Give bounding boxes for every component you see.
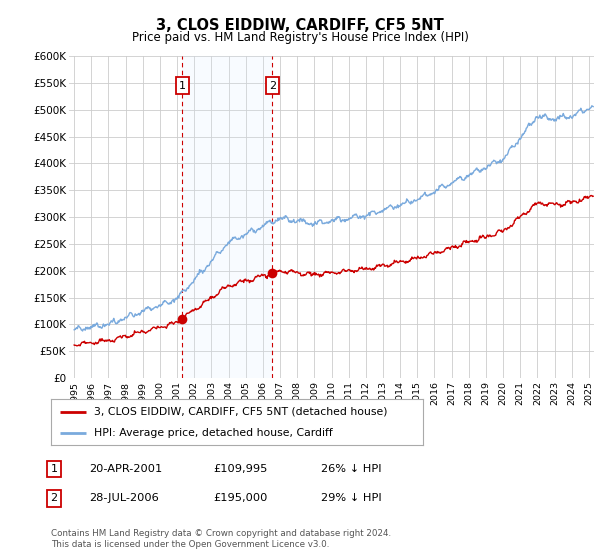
Text: 1: 1 — [50, 464, 58, 474]
Text: 3, CLOS EIDDIW, CARDIFF, CF5 5NT (detached house): 3, CLOS EIDDIW, CARDIFF, CF5 5NT (detach… — [94, 407, 387, 417]
Text: 2: 2 — [269, 81, 276, 91]
Text: HPI: Average price, detached house, Cardiff: HPI: Average price, detached house, Card… — [94, 428, 332, 438]
Text: 29% ↓ HPI: 29% ↓ HPI — [321, 493, 382, 503]
Text: 1: 1 — [179, 81, 186, 91]
Text: £195,000: £195,000 — [213, 493, 268, 503]
Text: Contains HM Land Registry data © Crown copyright and database right 2024.
This d: Contains HM Land Registry data © Crown c… — [51, 529, 391, 549]
Text: 2: 2 — [50, 493, 58, 503]
Text: 20-APR-2001: 20-APR-2001 — [89, 464, 162, 474]
Text: 28-JUL-2006: 28-JUL-2006 — [89, 493, 158, 503]
Text: £109,995: £109,995 — [213, 464, 268, 474]
Text: 3, CLOS EIDDIW, CARDIFF, CF5 5NT: 3, CLOS EIDDIW, CARDIFF, CF5 5NT — [156, 18, 444, 33]
Text: Price paid vs. HM Land Registry's House Price Index (HPI): Price paid vs. HM Land Registry's House … — [131, 31, 469, 44]
Bar — [182, 56, 272, 378]
Text: 26% ↓ HPI: 26% ↓ HPI — [321, 464, 382, 474]
